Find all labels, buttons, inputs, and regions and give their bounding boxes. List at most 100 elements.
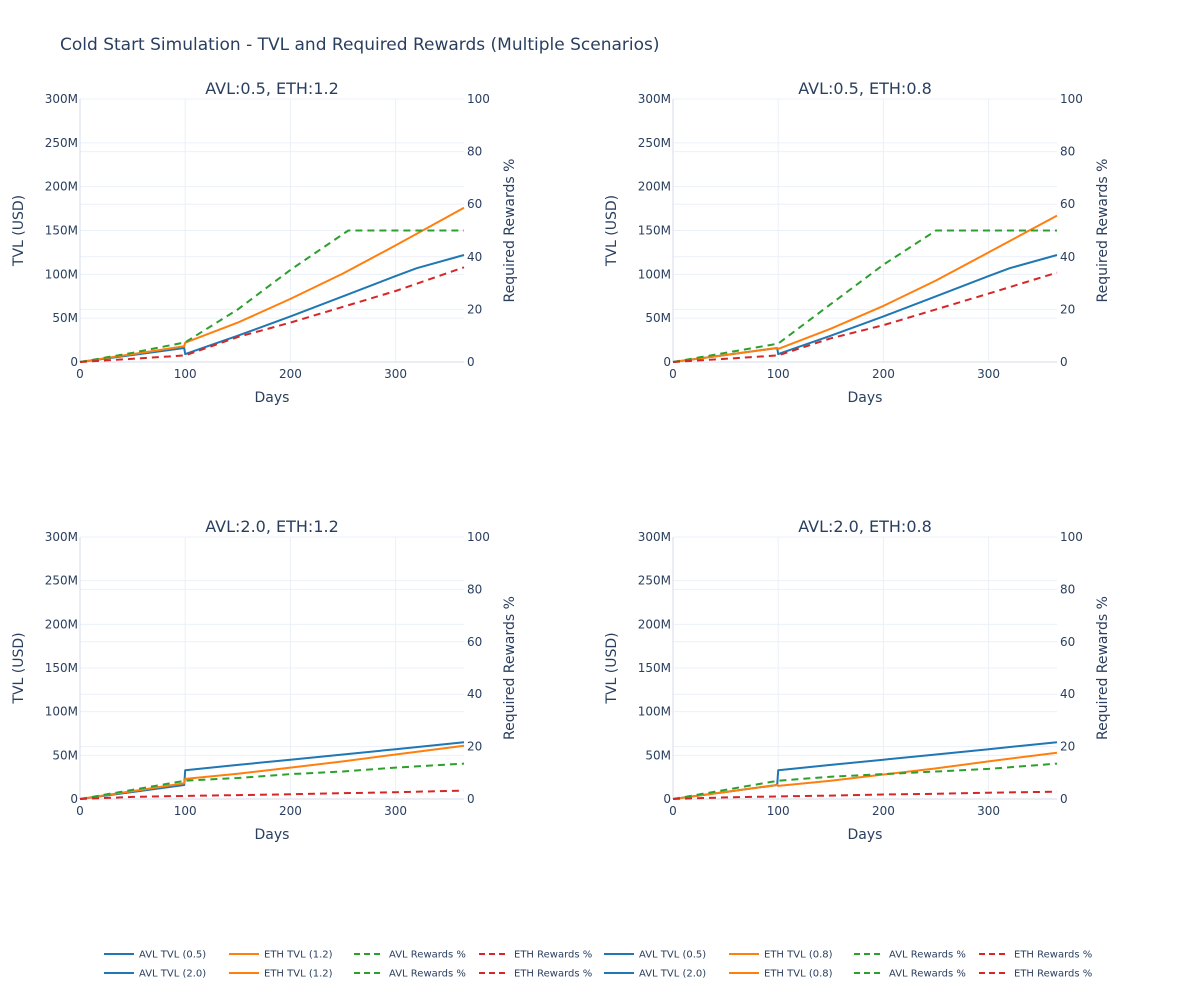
y2-tick-label: 60 (467, 635, 482, 649)
x-tick-label: 0 (76, 367, 84, 381)
y2-tick-label: 100 (1060, 530, 1083, 544)
y-tick-label: 300M (638, 92, 671, 106)
subplot-title: AVL:2.0, ETH:0.8 (798, 517, 932, 536)
subplot-2: AVL:0.5, ETH:0.80 100 200 300050M100M150M20… (604, 79, 1111, 406)
x-axis-title: Days (848, 827, 883, 843)
series-line-4 (672, 271, 1058, 363)
y2-tick-label: 60 (1060, 635, 1075, 649)
y2-tick-label: 80 (1060, 582, 1075, 596)
legend-item[interactable]: AVL TVL (0.5) (104, 950, 206, 961)
y-tick-label: 150M (638, 661, 671, 675)
legend-item[interactable]: ETH TVL (1.2) (229, 969, 333, 980)
legend-item[interactable]: ETH TVL (1.2) (229, 950, 333, 961)
y2-tick-label: 20 (467, 740, 482, 754)
legend-item[interactable]: AVL Rewards % (854, 969, 966, 980)
y-tick-label: 300M (45, 530, 78, 544)
legend-item[interactable]: AVL Rewards % (354, 969, 466, 980)
legend-label: ETH TVL (0.8) (764, 950, 833, 961)
legend-label: AVL TVL (2.0) (139, 969, 206, 980)
y-axis-title: TVL (USD) (604, 632, 620, 704)
x-tick-label: 100 (174, 804, 197, 818)
y2-tick-label: 0 (467, 355, 475, 369)
y-tick-label: 0 (663, 355, 671, 369)
y-tick-label: 250M (45, 136, 78, 150)
series-line-2 (672, 214, 1058, 363)
x-axis-title: Days (255, 827, 290, 843)
series-line-2 (79, 744, 465, 800)
series-line-1 (79, 254, 465, 363)
x-tick-label: 200 (279, 804, 302, 818)
x-tick-label: 300 (384, 367, 407, 381)
series-line-3 (79, 762, 465, 800)
y2-tick-label: 40 (1060, 687, 1075, 701)
series-line-4 (79, 789, 465, 800)
y2-tick-label: 0 (1060, 355, 1068, 369)
y2-tick-label: 100 (467, 92, 490, 106)
legend-item[interactable]: ETH TVL (0.8) (729, 950, 833, 961)
y-axis-title: TVL (USD) (11, 195, 27, 267)
legend-label: ETH TVL (1.2) (264, 950, 333, 961)
x-tick-label: 200 (872, 367, 895, 381)
legend-item[interactable]: AVL TVL (2.0) (104, 969, 206, 980)
legend-label: AVL Rewards % (889, 969, 966, 980)
y2-tick-label: 80 (467, 145, 482, 159)
x-tick-label: 200 (279, 367, 302, 381)
legend-item[interactable]: ETH Rewards % (979, 950, 1092, 961)
x-tick-label: 0 (669, 804, 677, 818)
y2-tick-label: 100 (1060, 92, 1083, 106)
y2-tick-label: 20 (1060, 302, 1075, 316)
y2-axis-title: Required Rewards % (1095, 596, 1111, 740)
y2-tick-label: 0 (467, 792, 475, 806)
x-tick-label: 100 (767, 367, 790, 381)
legend-item[interactable]: AVL TVL (0.5) (604, 950, 706, 961)
legend-item[interactable]: ETH Rewards % (479, 969, 592, 980)
series-line-3 (79, 229, 464, 363)
y2-tick-label: 60 (467, 197, 482, 211)
x-tick-label: 300 (977, 804, 1000, 818)
legend: AVL TVL (0.5) ETH TVL (1.2) AVL Rewards % E… (104, 950, 1092, 980)
y-tick-label: 100M (638, 705, 671, 719)
x-tick-label: 0 (669, 367, 677, 381)
y-tick-label: 250M (45, 574, 78, 588)
legend-label: AVL TVL (0.5) (139, 950, 206, 961)
legend-label: AVL TVL (2.0) (639, 969, 706, 980)
subplot-title: AVL:2.0, ETH:1.2 (205, 517, 339, 536)
x-tick-label: 300 (977, 367, 1000, 381)
subplot-3: AVL:2.0, ETH:1.20 100 200 300050M100M150M20… (11, 517, 518, 843)
legend-label: ETH Rewards % (514, 969, 592, 980)
series-line-2 (672, 751, 1058, 800)
y2-tick-label: 20 (467, 302, 482, 316)
y2-tick-label: 40 (467, 687, 482, 701)
x-tick-label: 100 (174, 367, 197, 381)
y-tick-label: 0 (663, 792, 671, 806)
y-tick-label: 300M (45, 92, 78, 106)
x-axis-title: Days (848, 390, 883, 406)
legend-item[interactable]: AVL Rewards % (854, 950, 966, 961)
legend-item[interactable]: ETH Rewards % (479, 950, 592, 961)
y2-tick-label: 80 (467, 582, 482, 596)
x-tick-label: 200 (872, 804, 895, 818)
y-tick-label: 100M (638, 267, 671, 281)
x-tick-label: 0 (76, 804, 84, 818)
y-axis-title: TVL (USD) (604, 195, 620, 267)
y-tick-label: 150M (45, 224, 78, 238)
legend-label: AVL Rewards % (389, 950, 466, 961)
legend-item[interactable]: ETH Rewards % (979, 969, 1092, 980)
legend-item[interactable]: ETH TVL (0.8) (729, 969, 833, 980)
y-tick-label: 250M (638, 136, 671, 150)
legend-label: ETH Rewards % (1014, 950, 1092, 961)
y-tick-label: 50M (645, 311, 671, 325)
legend-label: ETH TVL (1.2) (264, 969, 333, 980)
legend-item[interactable]: AVL Rewards % (354, 950, 466, 961)
series-line-3 (672, 229, 1057, 363)
legend-label: ETH Rewards % (514, 950, 592, 961)
y-tick-label: 100M (45, 267, 78, 281)
y2-axis-title: Required Rewards % (502, 159, 518, 303)
subplot-4: AVL:2.0, ETH:0.80 100 200 300050M100M150M20… (604, 517, 1111, 843)
y2-tick-label: 40 (1060, 250, 1075, 264)
y-tick-label: 150M (638, 224, 671, 238)
legend-item[interactable]: AVL TVL (2.0) (604, 969, 706, 980)
subplot-1: AVL:0.5, ETH:1.20 100 200 300050M100M150M20… (11, 79, 518, 406)
y-axis-title: TVL (USD) (11, 632, 27, 704)
y2-tick-label: 60 (1060, 197, 1075, 211)
